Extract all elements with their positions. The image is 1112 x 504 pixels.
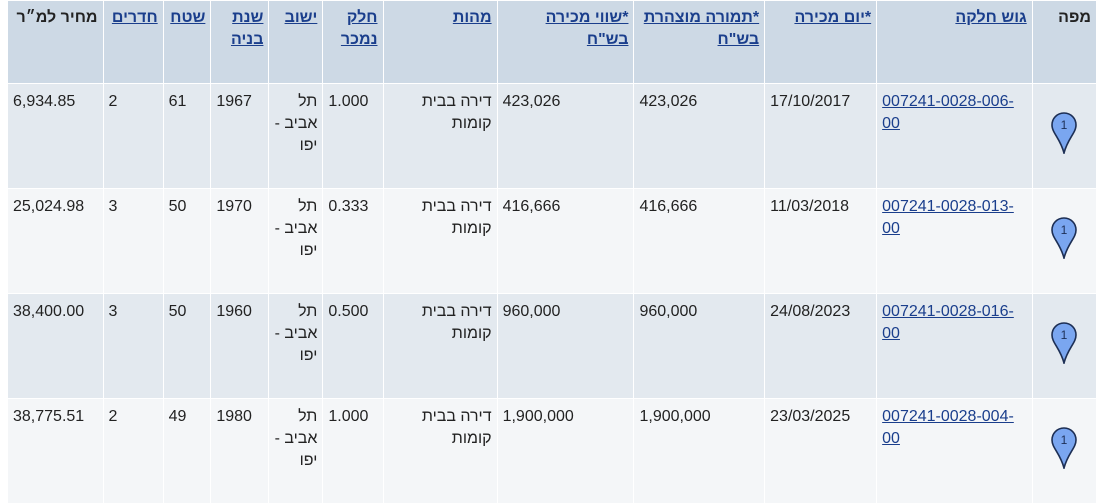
col-header-declared[interactable]: *תמורה מוצהרת בש"ח: [633, 0, 766, 84]
col-header-area[interactable]: שטח: [162, 0, 212, 84]
deals-table: מפה גוש חלקה *יום מכירה *תמורה מוצהרת בש…: [7, 0, 1098, 504]
gush-link[interactable]: 007241-0028-016-00: [882, 303, 1014, 342]
share-cell: 1.000: [322, 83, 384, 189]
deals-table-wrapper: מפה גוש חלקה *יום מכירה *תמורה מוצהרת בש…: [7, 0, 1098, 504]
table-body: 1 007241-0028-006-00 17/10/2017 423,026 …: [7, 83, 1098, 504]
nature-cell: דירה בבית קומות: [382, 188, 498, 294]
table-row: 1 007241-0028-004-00 23/03/2025 1,900,00…: [7, 398, 1098, 504]
sale-value-cell: 960,000: [496, 293, 635, 399]
sale-date-cell: 11/03/2018: [764, 188, 878, 294]
gush-link[interactable]: 007241-0028-013-00: [882, 198, 1014, 237]
table-row: 1 007241-0028-016-00 24/08/2023 960,000 …: [7, 293, 1098, 399]
year-cell: 1980: [210, 398, 270, 504]
gush-cell: 007241-0028-013-00: [876, 188, 1033, 294]
price-sqm-cell: 25,024.98: [7, 188, 104, 294]
city-cell: תל אביב -יפו: [268, 398, 324, 504]
sale-date-cell: 24/08/2023: [764, 293, 878, 399]
col-header-price-sqm: מחיר למ״ר: [7, 0, 104, 84]
table-row: 1 007241-0028-006-00 17/10/2017 423,026 …: [7, 83, 1098, 189]
city-cell: תל אביב -יפו: [268, 188, 324, 294]
map-pin-svg: 1: [1051, 111, 1078, 156]
map-cell: 1: [1031, 188, 1098, 294]
price-sqm-cell: 38,400.00: [7, 293, 104, 399]
city-cell: תל אביב -יפו: [268, 293, 324, 399]
col-header-map: מפה: [1031, 0, 1098, 84]
city-cell: תל אביב -יפו: [268, 83, 324, 189]
map-pin-icon[interactable]: 1: [1051, 426, 1078, 471]
nature-cell: דירה בבית קומות: [382, 398, 498, 504]
nature-cell: דירה בבית קומות: [382, 83, 498, 189]
rooms-cell: 2: [102, 83, 164, 189]
gush-link[interactable]: 007241-0028-004-00: [882, 408, 1014, 447]
col-header-nature[interactable]: מהות: [382, 0, 498, 84]
col-header-sale-value[interactable]: *שווי מכירה בש"ח: [496, 0, 635, 84]
sale-value-cell: 416,666: [496, 188, 635, 294]
sort-link-nature[interactable]: מהות: [452, 9, 492, 26]
sort-link-share[interactable]: חלק נמכר: [340, 9, 378, 48]
map-pin-label: 1: [1061, 433, 1068, 447]
share-cell: 1.000: [322, 398, 384, 504]
col-header-gush[interactable]: גוש חלקה: [876, 0, 1033, 84]
map-pin-svg: 1: [1051, 321, 1078, 366]
sale-value-cell: 423,026: [496, 83, 635, 189]
share-cell: 0.333: [322, 188, 384, 294]
col-header-year[interactable]: שנת בניה: [210, 0, 270, 84]
col-header-city[interactable]: ישוב: [268, 0, 324, 84]
map-pin-icon[interactable]: 1: [1051, 216, 1078, 261]
table-row: 1 007241-0028-013-00 11/03/2018 416,666 …: [7, 188, 1098, 294]
gush-link[interactable]: 007241-0028-006-00: [882, 93, 1014, 132]
map-pin-icon[interactable]: 1: [1051, 321, 1078, 366]
year-cell: 1970: [210, 188, 270, 294]
col-header-price-sqm-label: מחיר למ״ר: [16, 9, 98, 26]
map-pin-label: 1: [1061, 328, 1068, 342]
sort-link-area[interactable]: שטח: [170, 9, 206, 26]
sale-value-cell: 1,900,000: [496, 398, 635, 504]
map-pin-label: 1: [1061, 118, 1068, 132]
rooms-cell: 2: [102, 398, 164, 504]
gush-cell: 007241-0028-004-00: [876, 398, 1033, 504]
area-cell: 50: [162, 188, 212, 294]
sort-link-sale-value[interactable]: *שווי מכירה בש"ח: [545, 9, 629, 48]
declared-cell: 1,900,000: [633, 398, 766, 504]
sale-date-cell: 23/03/2025: [764, 398, 878, 504]
map-cell: 1: [1031, 293, 1098, 399]
col-header-sale-date[interactable]: *יום מכירה: [764, 0, 878, 84]
declared-cell: 960,000: [633, 293, 766, 399]
sort-link-gush[interactable]: גוש חלקה: [955, 9, 1027, 26]
rooms-cell: 3: [102, 188, 164, 294]
gush-cell: 007241-0028-006-00: [876, 83, 1033, 189]
map-pin-svg: 1: [1051, 426, 1078, 471]
area-cell: 61: [162, 83, 212, 189]
sort-link-declared[interactable]: *תמורה מוצהרת בש"ח: [643, 9, 760, 48]
sort-link-rooms[interactable]: חדרים: [111, 9, 158, 26]
area-cell: 50: [162, 293, 212, 399]
map-cell: 1: [1031, 83, 1098, 189]
sale-date-cell: 17/10/2017: [764, 83, 878, 189]
map-pin-svg: 1: [1051, 216, 1078, 261]
col-header-rooms[interactable]: חדרים: [102, 0, 164, 84]
col-header-map-label: מפה: [1058, 9, 1091, 26]
map-pin-label: 1: [1061, 223, 1068, 237]
declared-cell: 423,026: [633, 83, 766, 189]
gush-cell: 007241-0028-016-00: [876, 293, 1033, 399]
sort-link-sale-date[interactable]: *יום מכירה: [794, 9, 872, 26]
sort-link-year[interactable]: שנת בניה: [230, 9, 264, 48]
col-header-share[interactable]: חלק נמכר: [322, 0, 384, 84]
nature-cell: דירה בבית קומות: [382, 293, 498, 399]
year-cell: 1967: [210, 83, 270, 189]
sort-link-city[interactable]: ישוב: [284, 9, 318, 26]
area-cell: 49: [162, 398, 212, 504]
map-pin-icon[interactable]: 1: [1051, 111, 1078, 156]
price-sqm-cell: 6,934.85: [7, 83, 104, 189]
year-cell: 1960: [210, 293, 270, 399]
rooms-cell: 3: [102, 293, 164, 399]
map-cell: 1: [1031, 398, 1098, 504]
header-row: מפה גוש חלקה *יום מכירה *תמורה מוצהרת בש…: [7, 0, 1098, 84]
share-cell: 0.500: [322, 293, 384, 399]
declared-cell: 416,666: [633, 188, 766, 294]
price-sqm-cell: 38,775.51: [7, 398, 104, 504]
